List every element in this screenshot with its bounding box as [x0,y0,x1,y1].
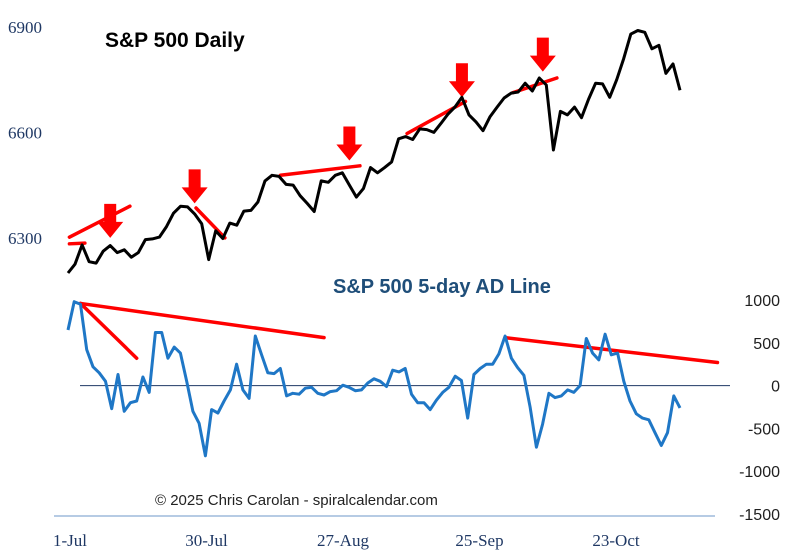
price-trend-line [278,164,362,178]
price-trend-line [67,241,87,246]
ad-trend-line [78,301,326,340]
price-arrow [448,63,475,98]
ad-line-y-ticks: 1000 500 0 -500 -1000 -1500 [739,293,780,524]
ad-y-tick: 1000 [744,293,780,310]
ad-line-trend-lines [78,301,720,365]
ad-y-tick: -500 [748,421,780,438]
sp500-price-trend-lines [67,76,559,246]
ad-trend-line [78,301,139,360]
price-trend-line [194,206,227,240]
sp500-price-line [66,29,682,274]
x-axis-label: 23-Oct [592,531,639,550]
x-axis-label: 30-Jul [185,531,228,550]
sp500-price-arrows [97,37,556,238]
price-trend-line [67,204,132,239]
ad-line-title: S&P 500 5-day AD Line [333,276,551,298]
copyright-text: © 2025 Chris Carolan - spiralcalendar.co… [155,492,438,509]
ad-line-series [66,300,682,458]
price-arrow [529,37,556,72]
ad-y-tick: 0 [771,379,780,396]
price-y-tick: 6900 [8,18,42,37]
x-axis-label: 25-Sep [455,531,503,550]
ad-y-tick: -1000 [739,464,780,481]
ad-line-panel: S&P 500 5-day AD Line 1000 500 0 -500 -1000 -… [66,276,780,524]
sp500-price-title: S&P 500 Daily [105,29,245,52]
sp500-price-panel: S&P 500 Daily 6300 6600 6900 [8,18,682,274]
ad-y-tick: 500 [753,336,780,353]
price-y-tick: 6600 [8,123,42,142]
price-arrow [181,169,208,204]
x-axis-label: 1-Jul [53,531,87,550]
price-y-tick: 6300 [8,229,42,248]
price-arrow [336,126,363,161]
price-arrow [97,203,124,238]
x-axis-labels: 1-Jul 30-Jul 27-Aug 25-Sep 23-Oct [53,531,640,550]
ad-y-tick: -1500 [739,507,780,524]
sp500-price-y-ticks: 6300 6600 6900 [8,18,42,248]
x-axis-label: 27-Aug [317,531,369,550]
